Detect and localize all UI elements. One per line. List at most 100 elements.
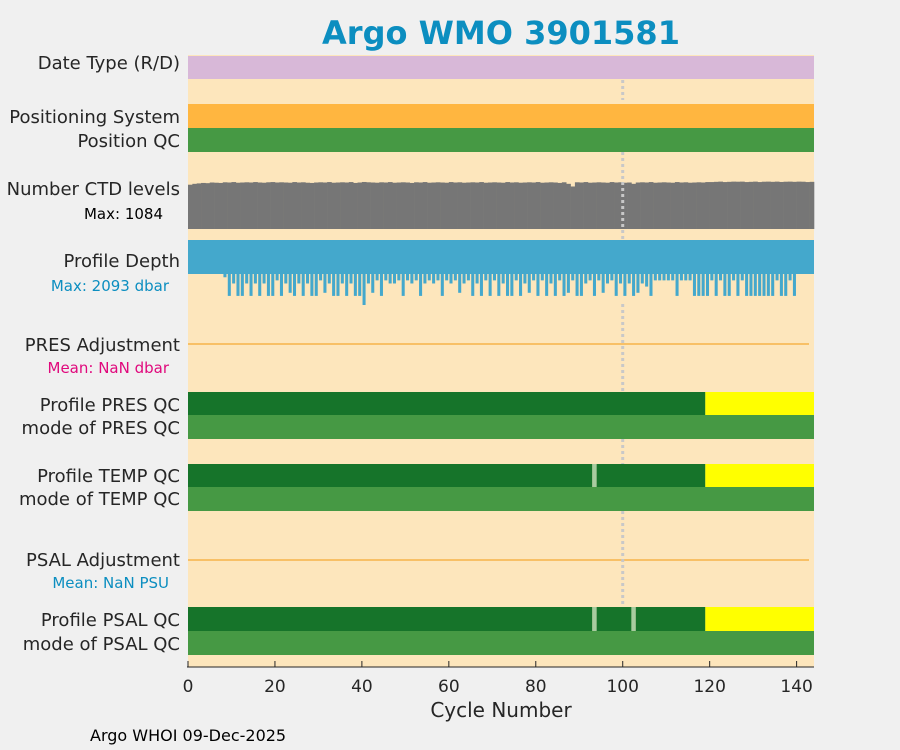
profile-depth-bar [571, 240, 575, 281]
profile-depth-bar [358, 240, 362, 296]
ctd-levels-bar [318, 182, 324, 229]
profile-depth-bar [310, 240, 314, 296]
ctd-levels-bar [522, 182, 528, 229]
ctd-levels-bar [700, 182, 706, 229]
ctd-levels-bar [444, 182, 450, 229]
ctd-levels-bar [379, 182, 384, 229]
profile-depth-bar [501, 240, 505, 284]
profile-depth-bar [558, 240, 562, 281]
profile-depth-bar [371, 240, 375, 293]
ctd-levels-bar [370, 182, 376, 229]
x-tick-label: 140 [780, 677, 812, 697]
profile-depth-bar [662, 240, 666, 281]
ctd-levels-bar [687, 182, 693, 229]
ctd-levels-bar [487, 182, 493, 229]
profile-depth-bar [792, 240, 796, 296]
profile-depth-bar [610, 240, 614, 281]
segment-profile-pres-qc-1 [705, 392, 814, 415]
ctd-levels-bar [540, 182, 545, 229]
ctd-levels-bar [314, 182, 319, 229]
profile-depth-bar [466, 240, 470, 281]
x-ticks: 0 20 40 60 80 100 120 140 [183, 661, 813, 697]
ctd-levels-bar [301, 182, 306, 229]
ctd-levels-bar [305, 182, 311, 229]
ctd-levels-bar [640, 182, 645, 229]
ctd-levels-bar [431, 182, 437, 229]
ctd-levels-bar [753, 181, 758, 229]
profile-depth-bar [679, 240, 683, 281]
profile-depth-bar [753, 240, 757, 296]
ctd-levels-bar [344, 182, 350, 229]
ctd-levels-bar [405, 182, 411, 229]
profile-depth-bar [619, 240, 623, 284]
ctd-levels-bar [557, 182, 563, 229]
ctd-levels-bar [792, 181, 797, 229]
profile-depth-bar [327, 240, 331, 284]
profile-depth-bar [249, 240, 253, 296]
ctd-levels-bar [761, 181, 767, 229]
ctd-levels-bar [266, 182, 271, 229]
ctd-levels-bar [787, 181, 793, 229]
ctd-levels-bar [661, 182, 667, 229]
band-mode-temp-qc [188, 487, 814, 511]
profile-depth-band [188, 240, 814, 274]
profile-depth-bar [236, 240, 240, 296]
row-label-profile-psal-qc: Profile PSAL QC [41, 610, 180, 631]
x-tick-label: 40 [351, 677, 373, 697]
profile-depth-bar [697, 240, 701, 296]
profile-depth-bar [766, 240, 770, 296]
ctd-levels-bar [805, 182, 810, 229]
ctd-levels-bar [248, 182, 254, 229]
ctd-levels-bar [561, 182, 567, 229]
ctd-levels-bar [631, 183, 637, 229]
ctd-levels-bar [231, 182, 237, 229]
ctd-levels-bar [448, 182, 454, 229]
ctd-levels-bar [496, 182, 502, 229]
segment-profile-psal-qc-5 [705, 607, 814, 631]
profile-depth-bar [701, 240, 705, 296]
ctd-levels-bar [348, 182, 354, 229]
ctd-levels-bar [748, 181, 754, 229]
profile-depth-bar [536, 240, 540, 296]
ctd-levels-bar [322, 182, 328, 229]
ctd-levels-bar [240, 182, 245, 229]
ctd-levels-bar [222, 182, 228, 229]
ctd-levels-bar [501, 182, 506, 229]
profile-depth-bar [271, 240, 275, 296]
profile-depth-bar [392, 240, 397, 284]
profile-depth-bar [779, 240, 783, 296]
profile-depth-bar [258, 240, 262, 296]
ctd-levels-bar [696, 182, 702, 229]
ctd-levels-bar [618, 182, 624, 229]
ctd-levels-bar [779, 181, 784, 229]
profile-depth-bar [510, 240, 514, 296]
ctd-levels-bar [553, 182, 558, 229]
ctd-levels-bar [579, 182, 584, 229]
profile-depth-bar [362, 240, 366, 305]
profile-depth-bar [579, 240, 583, 296]
ctd-levels-bar [340, 182, 345, 229]
profile-depth-bar [440, 240, 444, 296]
profile-depth-bar [353, 240, 357, 296]
ctd-levels-bar [387, 182, 393, 229]
psal-adjustment-mean: Mean: NaN PSU [52, 574, 169, 592]
ctd-levels-bar [401, 182, 406, 229]
band-position-qc [188, 128, 814, 152]
segment-profile-psal-qc-4 [635, 607, 706, 631]
segment-profile-psal-qc-1 [592, 607, 597, 631]
profile-depth-bar [640, 240, 644, 284]
ctd-levels-bar [409, 182, 415, 229]
band-mode-psal-qc [188, 631, 814, 655]
profile-depth-bar [323, 240, 327, 293]
segment-profile-psal-qc-3 [631, 607, 636, 631]
ctd-levels-bar [757, 182, 763, 229]
ctd-levels-bar [666, 182, 671, 229]
ctd-levels-bar [244, 182, 250, 229]
profile-depth-bar [719, 240, 723, 281]
profile-depth-bar [306, 240, 310, 284]
ctd-levels-bar [674, 182, 680, 229]
profile-depth-bar [427, 240, 431, 281]
profile-depth-bar [523, 240, 527, 284]
ctd-levels-bar [740, 181, 745, 229]
